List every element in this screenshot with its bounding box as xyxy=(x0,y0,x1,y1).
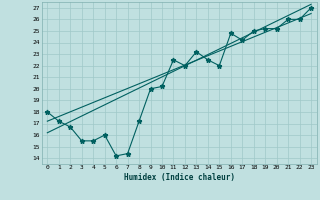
X-axis label: Humidex (Indice chaleur): Humidex (Indice chaleur) xyxy=(124,173,235,182)
